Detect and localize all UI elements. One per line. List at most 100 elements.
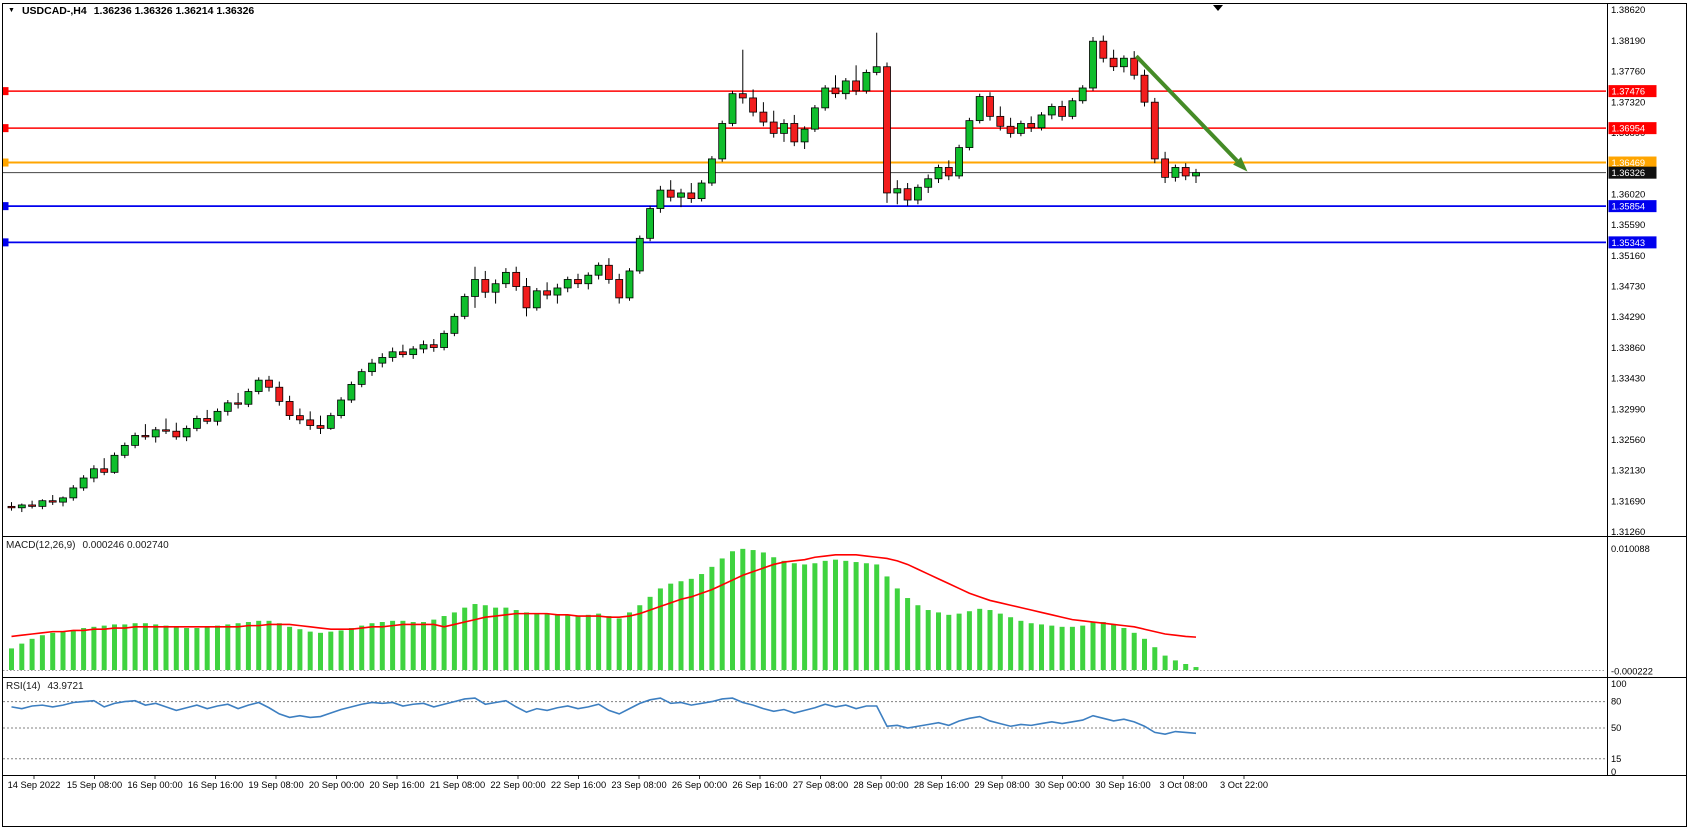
level-left-marker (2, 238, 9, 247)
macd-histogram-bar (441, 616, 447, 670)
candle-down (666, 189, 675, 198)
macd-histogram-bar (915, 605, 921, 670)
candle-down (687, 192, 696, 200)
candle-up (1068, 100, 1077, 117)
trend-arrow[interactable] (1134, 54, 1248, 172)
candle-down (749, 97, 757, 113)
price-tag[interactable] (1608, 166, 1657, 179)
candle-up (862, 72, 871, 92)
macd-histogram-bar (297, 629, 303, 670)
macd-histogram-bar (843, 560, 849, 670)
macd-histogram-bar (225, 624, 231, 670)
candle-down (316, 425, 325, 429)
macd-histogram-bar (276, 623, 282, 670)
time-axis-label: 22 Sep 16:00 (551, 780, 606, 790)
candle-up (131, 435, 140, 446)
price-tag[interactable] (1608, 236, 1657, 249)
price-axis-label: 1.35160 (1611, 251, 1645, 262)
macd-histogram-bar (101, 625, 107, 670)
candle-up (625, 270, 634, 299)
macd-histogram-bar (905, 598, 911, 670)
rsi-value: 43.9721 (47, 681, 84, 692)
macd-histogram-bar (781, 560, 787, 670)
macd-histogram-bar (163, 625, 169, 670)
time-axis-label: 3 Oct 22:00 (1220, 780, 1268, 790)
price-level-lines (2, 87, 1606, 247)
candle-down (398, 351, 407, 356)
price-axis-label: 1.33430 (1611, 374, 1645, 385)
macd-histogram-bar (627, 612, 632, 670)
macd-histogram-bar (771, 557, 777, 670)
arrow-head-icon (1233, 157, 1248, 172)
price-tag-label: 1.36469 (1612, 158, 1646, 168)
price-axis-label: 1.34290 (1611, 312, 1645, 323)
macd-histogram-bar (400, 620, 406, 670)
macd-histogram-bar (833, 559, 838, 670)
macd-histogram-bar (637, 605, 643, 670)
candle-up (244, 391, 253, 405)
candle-up (532, 290, 541, 309)
candle-down (172, 430, 181, 438)
time-axis[interactable]: 14 Sep 2022 15 Sep 08:00 16 Sep 00:00 16 Se… (8, 775, 1268, 791)
candle-up (378, 357, 387, 364)
macd-histogram-bar (245, 622, 251, 670)
level-left-marker (2, 158, 9, 167)
macd-histogram-bar (1111, 624, 1117, 670)
price-tag[interactable] (1608, 200, 1657, 213)
macd-histogram-bar (524, 612, 529, 670)
candle-down (100, 468, 109, 473)
candle-down (429, 344, 438, 348)
macd-histogram-bar (750, 550, 756, 670)
price-tag[interactable] (1608, 156, 1657, 169)
price-axis[interactable]: 1.386201.381901.377601.373201.368901.364… (1611, 5, 1645, 538)
candle-up (38, 500, 47, 507)
candle-up (59, 497, 67, 503)
price-tag[interactable] (1608, 122, 1657, 135)
macd-signal-line (11, 554, 1197, 638)
candle-up (347, 384, 356, 401)
candle-up (151, 429, 160, 438)
macd-histogram-bar (215, 625, 220, 670)
macd-histogram-bar (462, 607, 468, 670)
macd-histogram-bar (369, 623, 375, 670)
macd-histogram-bar (874, 564, 880, 670)
candle-down (1150, 101, 1159, 160)
price-tag-label: 1.35854 (1612, 202, 1646, 212)
chart-shift-marker-icon[interactable] (1213, 5, 1223, 11)
macd-histogram-bar (730, 551, 735, 670)
candle-up (924, 178, 933, 188)
candle-up (1171, 167, 1180, 178)
macd-histogram-bar (678, 581, 684, 670)
price-axis-label: 1.38190 (1611, 36, 1645, 47)
macd-histogram-bar (1039, 624, 1044, 670)
time-axis-label: 29 Sep 08:00 (974, 780, 1029, 790)
window-menu-icon[interactable]: ▼ (8, 7, 15, 14)
macd-histogram-bar (1172, 660, 1178, 670)
price-tag[interactable] (1608, 85, 1657, 98)
macd-histogram-bar (338, 630, 344, 670)
candle-up (460, 296, 469, 317)
candle-down (1006, 125, 1015, 134)
candle-up (1120, 57, 1128, 68)
candle-up (584, 274, 593, 285)
macd-histogram-bar (132, 623, 138, 670)
time-axis-label: 19 Sep 08:00 (248, 780, 303, 790)
price-tag-label: 1.37476 (1612, 87, 1646, 97)
macd-histogram-bar (760, 552, 766, 670)
candle-down (759, 111, 768, 123)
macd-histogram-bar (472, 604, 478, 670)
macd-histogram-bar (153, 624, 159, 670)
candle-up (955, 147, 963, 177)
macd-histogram-bar (812, 563, 818, 670)
candle-down (265, 379, 273, 388)
macd-histogram-bar (1018, 620, 1024, 670)
candle-down (769, 121, 778, 134)
time-axis-label: 21 Sep 08:00 (430, 780, 485, 790)
time-axis-label: 26 Sep 16:00 (732, 780, 787, 790)
macd-indicator-label: MACD(12,26,9) 0.000246 0.002740 (6, 540, 169, 551)
macd-histogram-bar (894, 588, 900, 670)
rsi-pane: 100 80 50 15 0 (3, 679, 1627, 777)
macd-histogram-bar (266, 620, 272, 670)
